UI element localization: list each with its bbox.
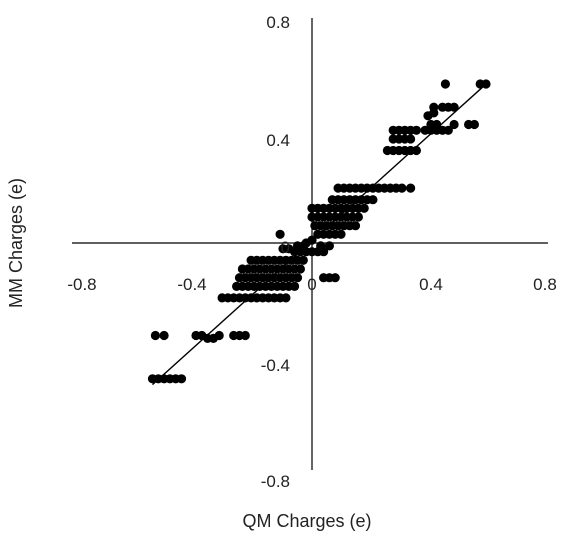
data-point xyxy=(440,79,450,89)
data-point xyxy=(429,102,439,112)
data-point xyxy=(411,145,421,156)
x-tick-label: -0.8 xyxy=(67,275,96,294)
data-point xyxy=(298,255,308,265)
data-point xyxy=(411,125,421,135)
data-point xyxy=(214,330,224,341)
data-point xyxy=(359,203,369,213)
x-tick-label: 0 xyxy=(307,275,316,294)
y-axis-title: MM Charges (e) xyxy=(6,178,26,308)
y-tick-label: -0.8 xyxy=(261,472,290,491)
data-point xyxy=(481,79,491,89)
data-point xyxy=(275,229,285,239)
data-point xyxy=(307,235,317,245)
data-points xyxy=(147,79,491,384)
data-point xyxy=(449,102,459,112)
data-point xyxy=(336,229,346,239)
y-tick-label: 0 xyxy=(281,238,290,257)
data-point xyxy=(281,293,291,303)
data-point xyxy=(150,330,160,341)
data-point xyxy=(353,212,363,222)
y-tick-label: 0.8 xyxy=(266,13,290,32)
data-point xyxy=(316,241,326,251)
y-tick-label: 0.4 xyxy=(266,131,290,150)
data-point xyxy=(292,273,303,283)
data-point xyxy=(449,119,459,130)
data-point xyxy=(324,241,334,251)
data-point xyxy=(284,244,294,254)
data-point xyxy=(406,134,416,144)
data-point xyxy=(290,281,300,291)
data-point xyxy=(240,330,250,341)
data-point xyxy=(176,374,187,384)
x-tick-label: 0.8 xyxy=(533,275,557,294)
data-point xyxy=(159,330,169,341)
y-tick-label: -0.4 xyxy=(261,356,290,375)
data-point xyxy=(350,221,361,231)
x-tick-label: -0.4 xyxy=(177,275,206,294)
data-point xyxy=(295,264,305,274)
data-point xyxy=(330,273,340,283)
data-point xyxy=(432,119,442,130)
x-axis-title: QM Charges (e) xyxy=(242,511,371,531)
data-point xyxy=(368,195,378,205)
data-point xyxy=(443,125,453,135)
x-tick-label: 0.4 xyxy=(419,275,443,294)
data-point xyxy=(469,119,479,130)
data-point xyxy=(406,183,416,193)
data-point xyxy=(397,183,407,193)
